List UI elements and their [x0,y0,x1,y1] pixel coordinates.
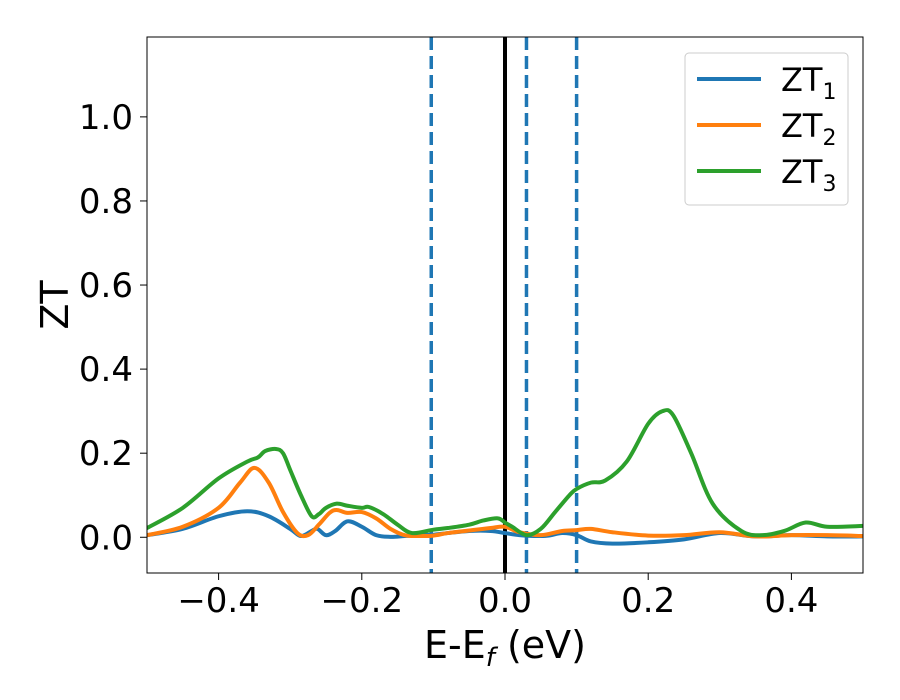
series-line-zt3 [147,408,863,538]
legend-label: ZT3 [781,153,836,197]
y-tick-label: 0.6 [79,266,133,306]
x-axis-label-base: E-E [424,623,486,667]
series-line-zt2 [147,465,863,539]
legend-item-zt1: ZT1 [697,61,836,105]
x-axis-label-unit: (eV) [495,623,586,667]
y-tick-label: 0.0 [79,518,133,558]
legend-label: ZT2 [781,107,836,151]
x-axis-label: E-Ef (eV) [424,623,586,673]
legend-label: ZT1 [781,61,836,105]
y-axis-ticks: 0.0 0.2 0.4 0.6 0.8 1.0 [79,98,147,558]
x-tick-label: −0.4 [177,581,260,621]
legend-item-zt2: ZT2 [697,107,836,151]
y-axis-label: ZT [33,280,77,330]
x-axis-ticks: −0.4 −0.2 0.0 0.2 0.4 [177,573,818,621]
legend-item-zt3: ZT3 [697,153,836,197]
legend-frame [684,52,849,206]
series-lines [147,408,863,546]
x-tick-label: −0.2 [321,581,404,621]
y-tick-label: 0.8 [79,182,133,222]
y-tick-label: 0.4 [79,350,133,390]
x-tick-label: 0.0 [478,581,532,621]
x-tick-label: 0.4 [764,581,818,621]
x-tick-label: 0.2 [621,581,675,621]
y-tick-label: 0.2 [79,434,133,474]
y-tick-label: 1.0 [79,98,133,138]
reference-lines [429,37,579,573]
